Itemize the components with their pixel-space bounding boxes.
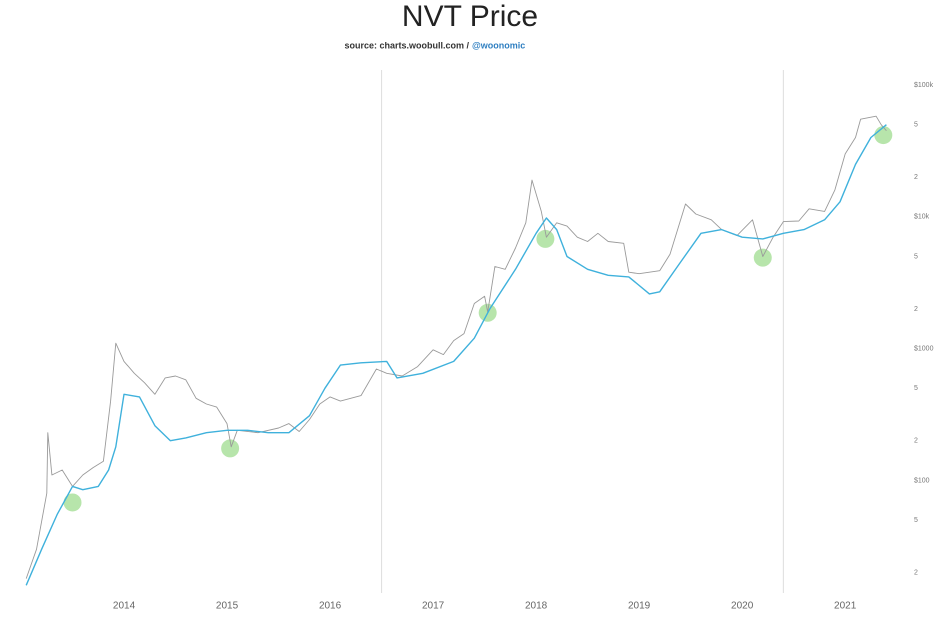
x-tick-label: 2015: [216, 601, 239, 612]
y-tick-label: 2: [914, 174, 918, 181]
series-line: [25, 115, 887, 579]
y-tick-label: 2: [914, 306, 918, 313]
x-tick-label: 2018: [525, 601, 548, 612]
highlight: [753, 248, 772, 267]
x-tick-label: 2017: [422, 601, 445, 612]
y-tick-label: $100k: [914, 82, 934, 89]
x-tick-label: 2014: [113, 601, 136, 612]
chart-title: NVT Price: [402, 0, 538, 33]
y-tick-label: 2: [914, 569, 918, 576]
subtitle-source: source: charts.woobull.com /: [344, 40, 469, 50]
x-tick-label: 2019: [628, 601, 651, 612]
y-tick-label: 5: [914, 385, 918, 392]
y-tick-label: 5: [914, 253, 918, 260]
x-tick-label: 2016: [319, 601, 342, 612]
series-line: [25, 124, 887, 586]
y-tick-label: 5: [914, 517, 918, 524]
highlight: [63, 493, 82, 512]
x-tick-label: 2021: [834, 601, 857, 612]
x-tick-label: 2020: [731, 601, 754, 612]
y-tick-label: $1000: [914, 345, 934, 352]
y-tick-label: 5: [914, 122, 918, 129]
y-tick-label: $100: [914, 477, 930, 484]
highlight: [536, 229, 555, 248]
y-tick-label: $10k: [914, 214, 930, 221]
subtitle-handle: @woonomic: [472, 40, 525, 50]
y-tick-label: 2: [914, 438, 918, 445]
highlight: [221, 439, 240, 458]
highlight: [874, 126, 893, 145]
